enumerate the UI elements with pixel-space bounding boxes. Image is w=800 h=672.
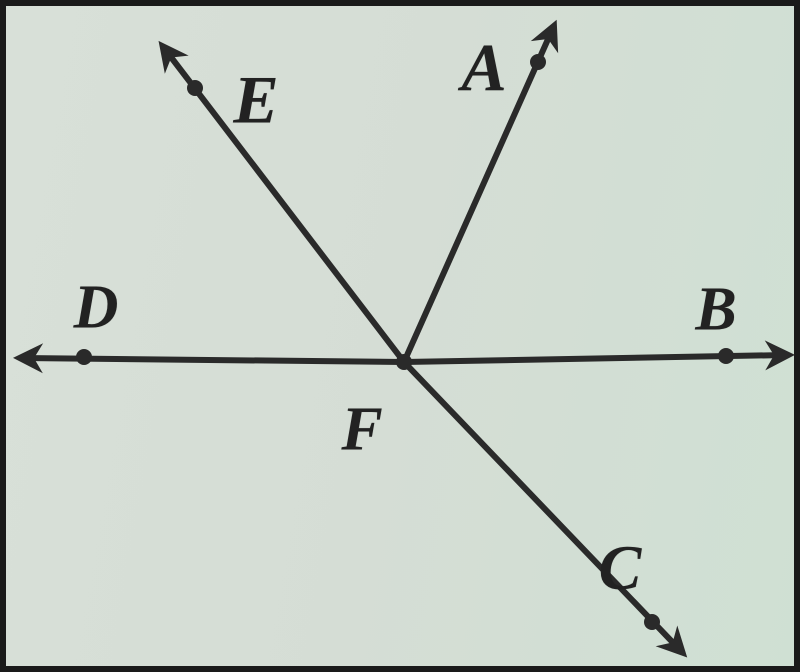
label-B: B xyxy=(695,275,736,346)
label-F: F xyxy=(341,395,382,466)
rays-svg xyxy=(0,0,800,672)
vertex-F-dot xyxy=(396,354,412,370)
point-C-dot xyxy=(644,614,660,630)
point-A-dot xyxy=(530,54,546,70)
label-C: C xyxy=(599,531,642,605)
label-D: D xyxy=(74,273,119,344)
point-D-dot xyxy=(76,349,92,365)
point-E-dot xyxy=(187,80,203,96)
label-E: E xyxy=(233,61,278,140)
ray-FC xyxy=(404,362,681,651)
ray-FE xyxy=(164,48,404,362)
label-A: A xyxy=(461,29,506,108)
point-B-dot xyxy=(718,348,734,364)
